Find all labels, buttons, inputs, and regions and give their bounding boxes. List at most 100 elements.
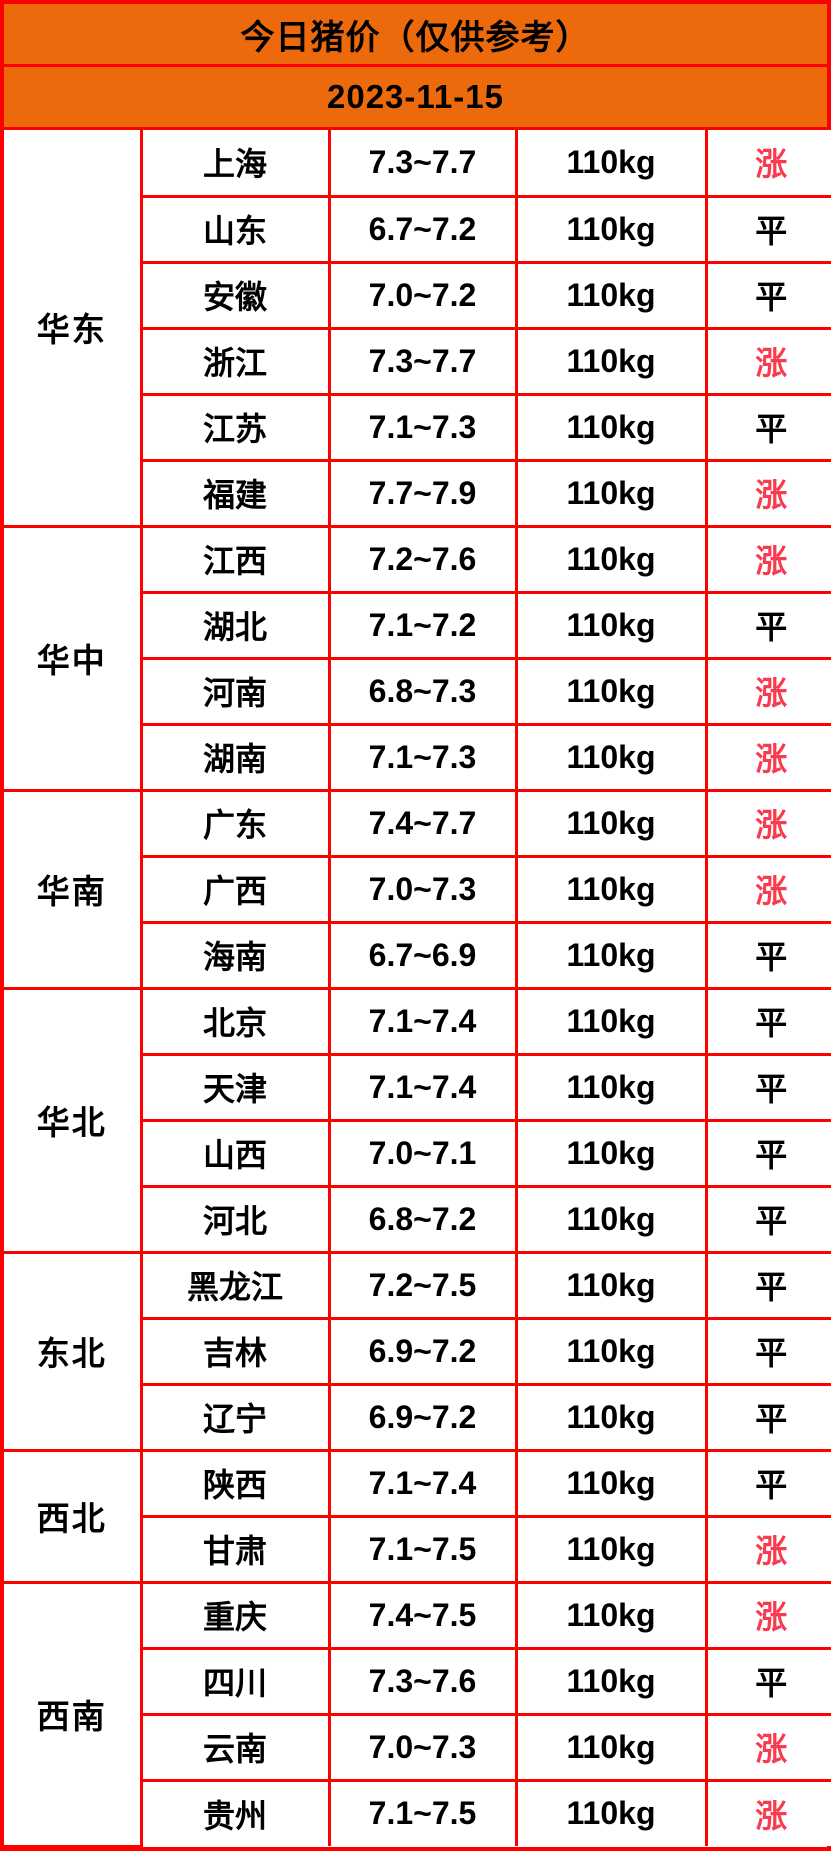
table-row: 云南 7.0~7.3 110kg 涨 bbox=[4, 1712, 831, 1782]
province-cell: 辽宁 bbox=[139, 1382, 331, 1452]
province-cell: 山西 bbox=[139, 1118, 331, 1188]
table-row: 湖南 7.1~7.3 110kg 涨 bbox=[4, 722, 831, 792]
price-cell: 7.1~7.5 bbox=[327, 1514, 518, 1584]
table-row: 华南 广东 7.4~7.7 110kg 涨 bbox=[4, 788, 831, 990]
status-cell: 平 bbox=[704, 1316, 831, 1386]
province-cell: 安徽 bbox=[139, 260, 331, 330]
table-row: 福建 7.7~7.9 110kg 涨 bbox=[4, 458, 831, 528]
weight-cell: 110kg bbox=[514, 1118, 708, 1188]
weight-cell: 110kg bbox=[514, 1316, 708, 1386]
province-cell: 广西 bbox=[139, 854, 331, 924]
price-cell: 7.1~7.4 bbox=[327, 986, 518, 1056]
region-cell: 华东 bbox=[4, 130, 143, 528]
price-cell: 7.4~7.7 bbox=[327, 788, 518, 858]
price-cell: 7.0~7.1 bbox=[327, 1118, 518, 1188]
status-cell: 涨 bbox=[704, 1514, 831, 1584]
weight-cell: 110kg bbox=[514, 524, 708, 594]
province-cell: 黑龙江 bbox=[139, 1250, 331, 1320]
price-table-container: 华东 上海 7.3~7.7 110kg 涨山东 6.7~7.2 110kg 平安徽 7.0~7.… bbox=[4, 130, 831, 1848]
table-row: 湖北 7.1~7.2 110kg 平 bbox=[4, 590, 831, 660]
status-cell: 平 bbox=[704, 986, 831, 1056]
status-cell: 平 bbox=[704, 590, 831, 660]
status-cell: 涨 bbox=[704, 458, 831, 528]
status-cell: 涨 bbox=[704, 854, 831, 924]
table-row: 甘肃 7.1~7.5 110kg 涨 bbox=[4, 1514, 831, 1584]
status-cell: 平 bbox=[704, 1184, 831, 1254]
price-cell: 7.1~7.2 bbox=[327, 590, 518, 660]
province-cell: 山东 bbox=[139, 194, 331, 264]
price-cell: 6.7~6.9 bbox=[327, 920, 518, 990]
status-cell: 平 bbox=[704, 1382, 831, 1452]
price-cell: 6.7~7.2 bbox=[327, 194, 518, 264]
page-title: 今日猪价（仅供参考） bbox=[4, 4, 827, 67]
price-cell: 7.4~7.5 bbox=[327, 1580, 518, 1650]
price-cell: 7.0~7.2 bbox=[327, 260, 518, 330]
price-table: 华东 上海 7.3~7.7 110kg 涨山东 6.7~7.2 110kg 平安徽 7.0~7.… bbox=[4, 130, 831, 1848]
table-row: 西南 重庆 7.4~7.5 110kg 涨 bbox=[4, 1580, 831, 1848]
region-cell: 西北 bbox=[4, 1448, 143, 1584]
province-cell: 江苏 bbox=[139, 392, 331, 462]
table-row: 吉林 6.9~7.2 110kg 平 bbox=[4, 1316, 831, 1386]
table-row: 西北 陕西 7.1~7.4 110kg 平 bbox=[4, 1448, 831, 1584]
status-cell: 平 bbox=[704, 194, 831, 264]
weight-cell: 110kg bbox=[514, 260, 708, 330]
province-cell: 吉林 bbox=[139, 1316, 331, 1386]
table-row: 海南 6.7~6.9 110kg 平 bbox=[4, 920, 831, 990]
price-cell: 7.1~7.4 bbox=[327, 1052, 518, 1122]
status-cell: 涨 bbox=[704, 656, 831, 726]
status-cell: 涨 bbox=[704, 524, 831, 594]
province-cell: 甘肃 bbox=[139, 1514, 331, 1584]
weight-cell: 110kg bbox=[514, 722, 708, 792]
price-cell: 7.0~7.3 bbox=[327, 1712, 518, 1782]
weight-cell: 110kg bbox=[514, 194, 708, 264]
status-cell: 涨 bbox=[704, 722, 831, 792]
province-cell: 福建 bbox=[139, 458, 331, 528]
province-cell: 上海 bbox=[139, 130, 331, 198]
price-cell: 6.8~7.2 bbox=[327, 1184, 518, 1254]
price-cell: 7.2~7.6 bbox=[327, 524, 518, 594]
weight-cell: 110kg bbox=[514, 1184, 708, 1254]
province-cell: 湖南 bbox=[139, 722, 331, 792]
price-cell: 7.1~7.3 bbox=[327, 722, 518, 792]
price-cell: 7.1~7.5 bbox=[327, 1778, 518, 1846]
weight-cell: 110kg bbox=[514, 1250, 708, 1320]
table-row: 山东 6.7~7.2 110kg 平 bbox=[4, 194, 831, 264]
price-cell: 7.2~7.5 bbox=[327, 1250, 518, 1320]
price-table-body: 华东 上海 7.3~7.7 110kg 涨山东 6.7~7.2 110kg 平安徽 7.0~7.… bbox=[4, 130, 831, 1848]
province-cell: 河北 bbox=[139, 1184, 331, 1254]
province-cell: 广东 bbox=[139, 788, 331, 858]
weight-cell: 110kg bbox=[514, 130, 708, 198]
region-cell: 华南 bbox=[4, 788, 143, 990]
status-cell: 平 bbox=[704, 920, 831, 990]
table-row: 安徽 7.0~7.2 110kg 平 bbox=[4, 260, 831, 330]
table-row: 河南 6.8~7.3 110kg 涨 bbox=[4, 656, 831, 726]
price-cell: 7.3~7.7 bbox=[327, 130, 518, 198]
region-cell: 西南 bbox=[4, 1580, 143, 1848]
weight-cell: 110kg bbox=[514, 1646, 708, 1716]
price-cell: 7.1~7.3 bbox=[327, 392, 518, 462]
status-cell: 平 bbox=[704, 260, 831, 330]
price-cell: 6.9~7.2 bbox=[327, 1382, 518, 1452]
province-cell: 贵州 bbox=[139, 1778, 331, 1846]
price-cell: 7.3~7.7 bbox=[327, 326, 518, 396]
status-cell: 涨 bbox=[704, 1778, 831, 1846]
province-cell: 云南 bbox=[139, 1712, 331, 1782]
province-cell: 海南 bbox=[139, 920, 331, 990]
price-cell: 7.3~7.6 bbox=[327, 1646, 518, 1716]
province-cell: 浙江 bbox=[139, 326, 331, 396]
province-cell: 四川 bbox=[139, 1646, 331, 1716]
status-cell: 平 bbox=[704, 1646, 831, 1716]
weight-cell: 110kg bbox=[514, 392, 708, 462]
weight-cell: 110kg bbox=[514, 458, 708, 528]
status-cell: 涨 bbox=[704, 1712, 831, 1782]
province-cell: 河南 bbox=[139, 656, 331, 726]
table-row: 华中 江西 7.2~7.6 110kg 涨 bbox=[4, 524, 831, 792]
weight-cell: 110kg bbox=[514, 788, 708, 858]
province-cell: 重庆 bbox=[139, 1580, 331, 1650]
table-row: 广西 7.0~7.3 110kg 涨 bbox=[4, 854, 831, 924]
weight-cell: 110kg bbox=[514, 920, 708, 990]
status-cell: 涨 bbox=[704, 788, 831, 858]
weight-cell: 110kg bbox=[514, 1052, 708, 1122]
table-row: 浙江 7.3~7.7 110kg 涨 bbox=[4, 326, 831, 396]
weight-cell: 110kg bbox=[514, 1778, 708, 1846]
